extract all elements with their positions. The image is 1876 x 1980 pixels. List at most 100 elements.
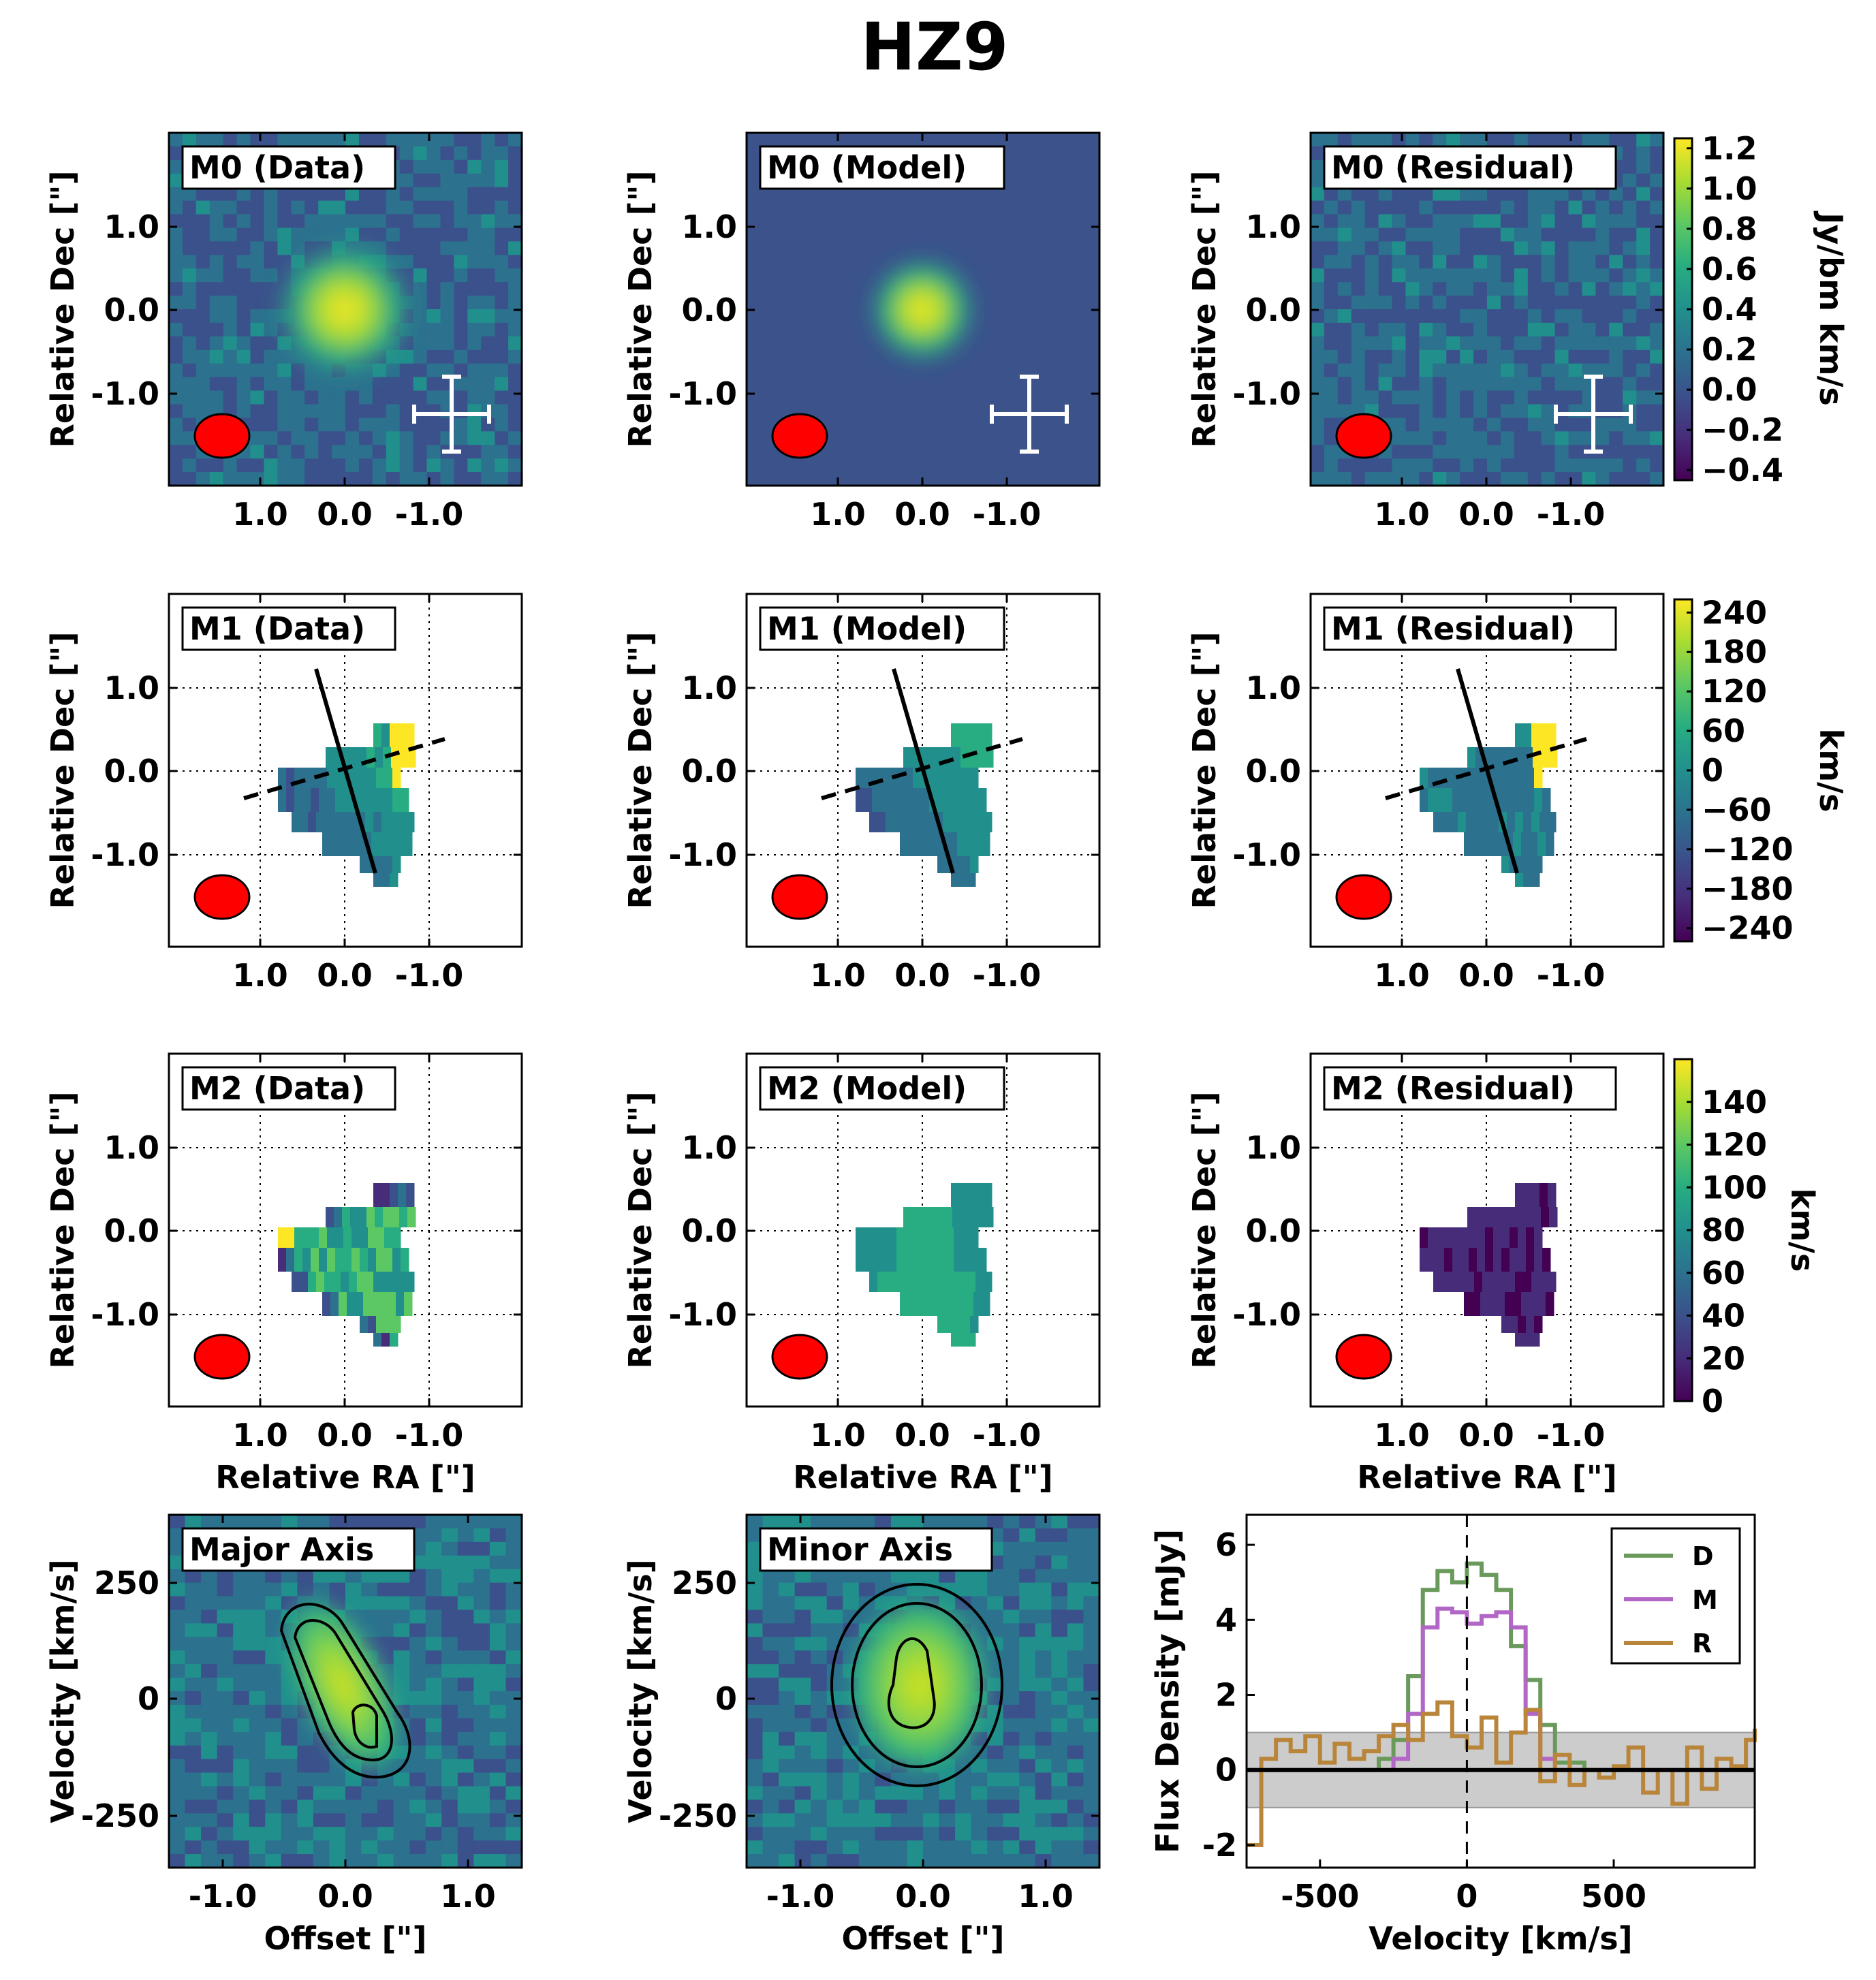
map-pixel: [223, 336, 238, 351]
map-pixel: [441, 1759, 458, 1774]
map-pixel: [233, 1840, 250, 1855]
colorbar-tick-label: −0.2: [1702, 411, 1783, 448]
map-pixel: [1487, 336, 1501, 351]
map-pixel: [1609, 445, 1623, 459]
map-pixel: [201, 1596, 218, 1610]
map-pixel: [984, 1272, 992, 1292]
map-pixel: [399, 173, 414, 188]
map-pixel: [1446, 404, 1460, 418]
map-pixel: [505, 1528, 522, 1543]
map-pixel: [393, 1515, 410, 1529]
map-pixel: [508, 349, 522, 364]
map-pixel: [286, 788, 295, 812]
map-pixel: [473, 1541, 490, 1556]
map-pixel: [1527, 268, 1542, 283]
map-pixel: [318, 472, 332, 486]
map-pixel: [1541, 322, 1556, 337]
map-pixel: [894, 812, 903, 832]
map-pixel: [489, 1664, 506, 1678]
map-pixel: [1595, 336, 1610, 351]
map-pixel: [1609, 268, 1623, 283]
map-pixel: [1446, 282, 1460, 296]
map-pixel: [196, 296, 210, 310]
map-pixel: [196, 404, 210, 418]
map-pixel: [896, 788, 905, 812]
map-pixel: [1548, 1272, 1557, 1292]
map-pixel: [467, 268, 482, 283]
map-pixel: [794, 1515, 811, 1529]
map-pixel: [413, 418, 428, 432]
map-pixel: [399, 472, 414, 486]
map-pixel: [1514, 200, 1529, 215]
map-pixel: [970, 856, 979, 873]
map-pixel: [1514, 336, 1529, 351]
map-pixel: [454, 296, 468, 310]
map-pixel: [1324, 363, 1339, 378]
map-pixel: [955, 1569, 972, 1584]
map-pixel: [762, 1840, 779, 1855]
map-pixel: [987, 1840, 1004, 1855]
map-pixel: [1324, 390, 1339, 405]
map-pixel: [264, 431, 278, 445]
map-pixel: [355, 832, 364, 856]
colorbar: 1.21.00.80.60.40.20.0−0.2−0.4Jy/bm km/s: [1673, 130, 1849, 488]
map-pixel: [1518, 1248, 1527, 1272]
map-pixel: [454, 187, 468, 202]
map-pixel: [1623, 377, 1637, 392]
colorbar-tick-label: 100: [1702, 1169, 1767, 1206]
map-pixel: [1460, 472, 1474, 486]
map-pixel: [508, 159, 522, 174]
map-pixel: [304, 187, 319, 202]
map-pixel: [1083, 1623, 1099, 1637]
map-pixel: [762, 1718, 779, 1733]
map-pixel: [794, 1609, 811, 1624]
map-pixel: [1051, 1786, 1068, 1800]
map-pixel: [1003, 1718, 1020, 1733]
map-pixel: [1582, 255, 1596, 269]
map-pixel: [339, 1292, 347, 1316]
map-pixel: [1003, 1786, 1020, 1800]
map-pixel: [1324, 445, 1339, 459]
map-pixel: [1433, 255, 1447, 269]
map-pixel: [747, 1854, 764, 1868]
map-pixel: [386, 200, 401, 215]
map-pixel: [779, 1569, 796, 1584]
map-pixel: [318, 458, 332, 473]
map-pixel: [1067, 1854, 1084, 1868]
map-pixel: [1035, 1596, 1052, 1610]
map-pixel: [1487, 309, 1501, 324]
map-pixel: [1311, 159, 1325, 174]
map-pixel: [1419, 255, 1433, 269]
colorbar-tick-label: 80: [1702, 1212, 1745, 1248]
map-pixel: [1650, 268, 1663, 283]
map-pixel: [406, 1183, 415, 1207]
figure-title: HZ9: [861, 9, 1009, 85]
map-pixel: [377, 1569, 394, 1584]
map-pixel: [217, 1731, 234, 1746]
map-pixel: [779, 1704, 796, 1719]
map-pixel: [201, 1854, 218, 1868]
beam-ellipse: [1335, 1334, 1392, 1380]
map-pixel: [1473, 200, 1488, 215]
map-pixel: [291, 390, 305, 405]
map-pixel: [201, 1772, 218, 1787]
map-pixel: [1636, 159, 1651, 174]
map-pixel: [440, 159, 454, 174]
minor-axis-line: [243, 737, 445, 800]
map-pixel: [196, 309, 210, 324]
colorbar-tick-label: 60: [1702, 1255, 1745, 1291]
map-pixel: [329, 1854, 346, 1868]
map-pixel: [1508, 747, 1517, 768]
map-pixel: [1487, 418, 1501, 432]
map-pixel: [300, 812, 309, 832]
map-pixel: [399, 146, 414, 161]
map-pixel: [1467, 747, 1476, 768]
map-pixel: [457, 1541, 474, 1556]
map-pixel: [762, 1623, 779, 1637]
map-pixel: [313, 1813, 330, 1827]
map-pixel: [185, 1691, 202, 1706]
map-pixel: [1460, 349, 1474, 364]
map-pixel: [441, 1800, 458, 1814]
map-pixel: [376, 1248, 385, 1272]
